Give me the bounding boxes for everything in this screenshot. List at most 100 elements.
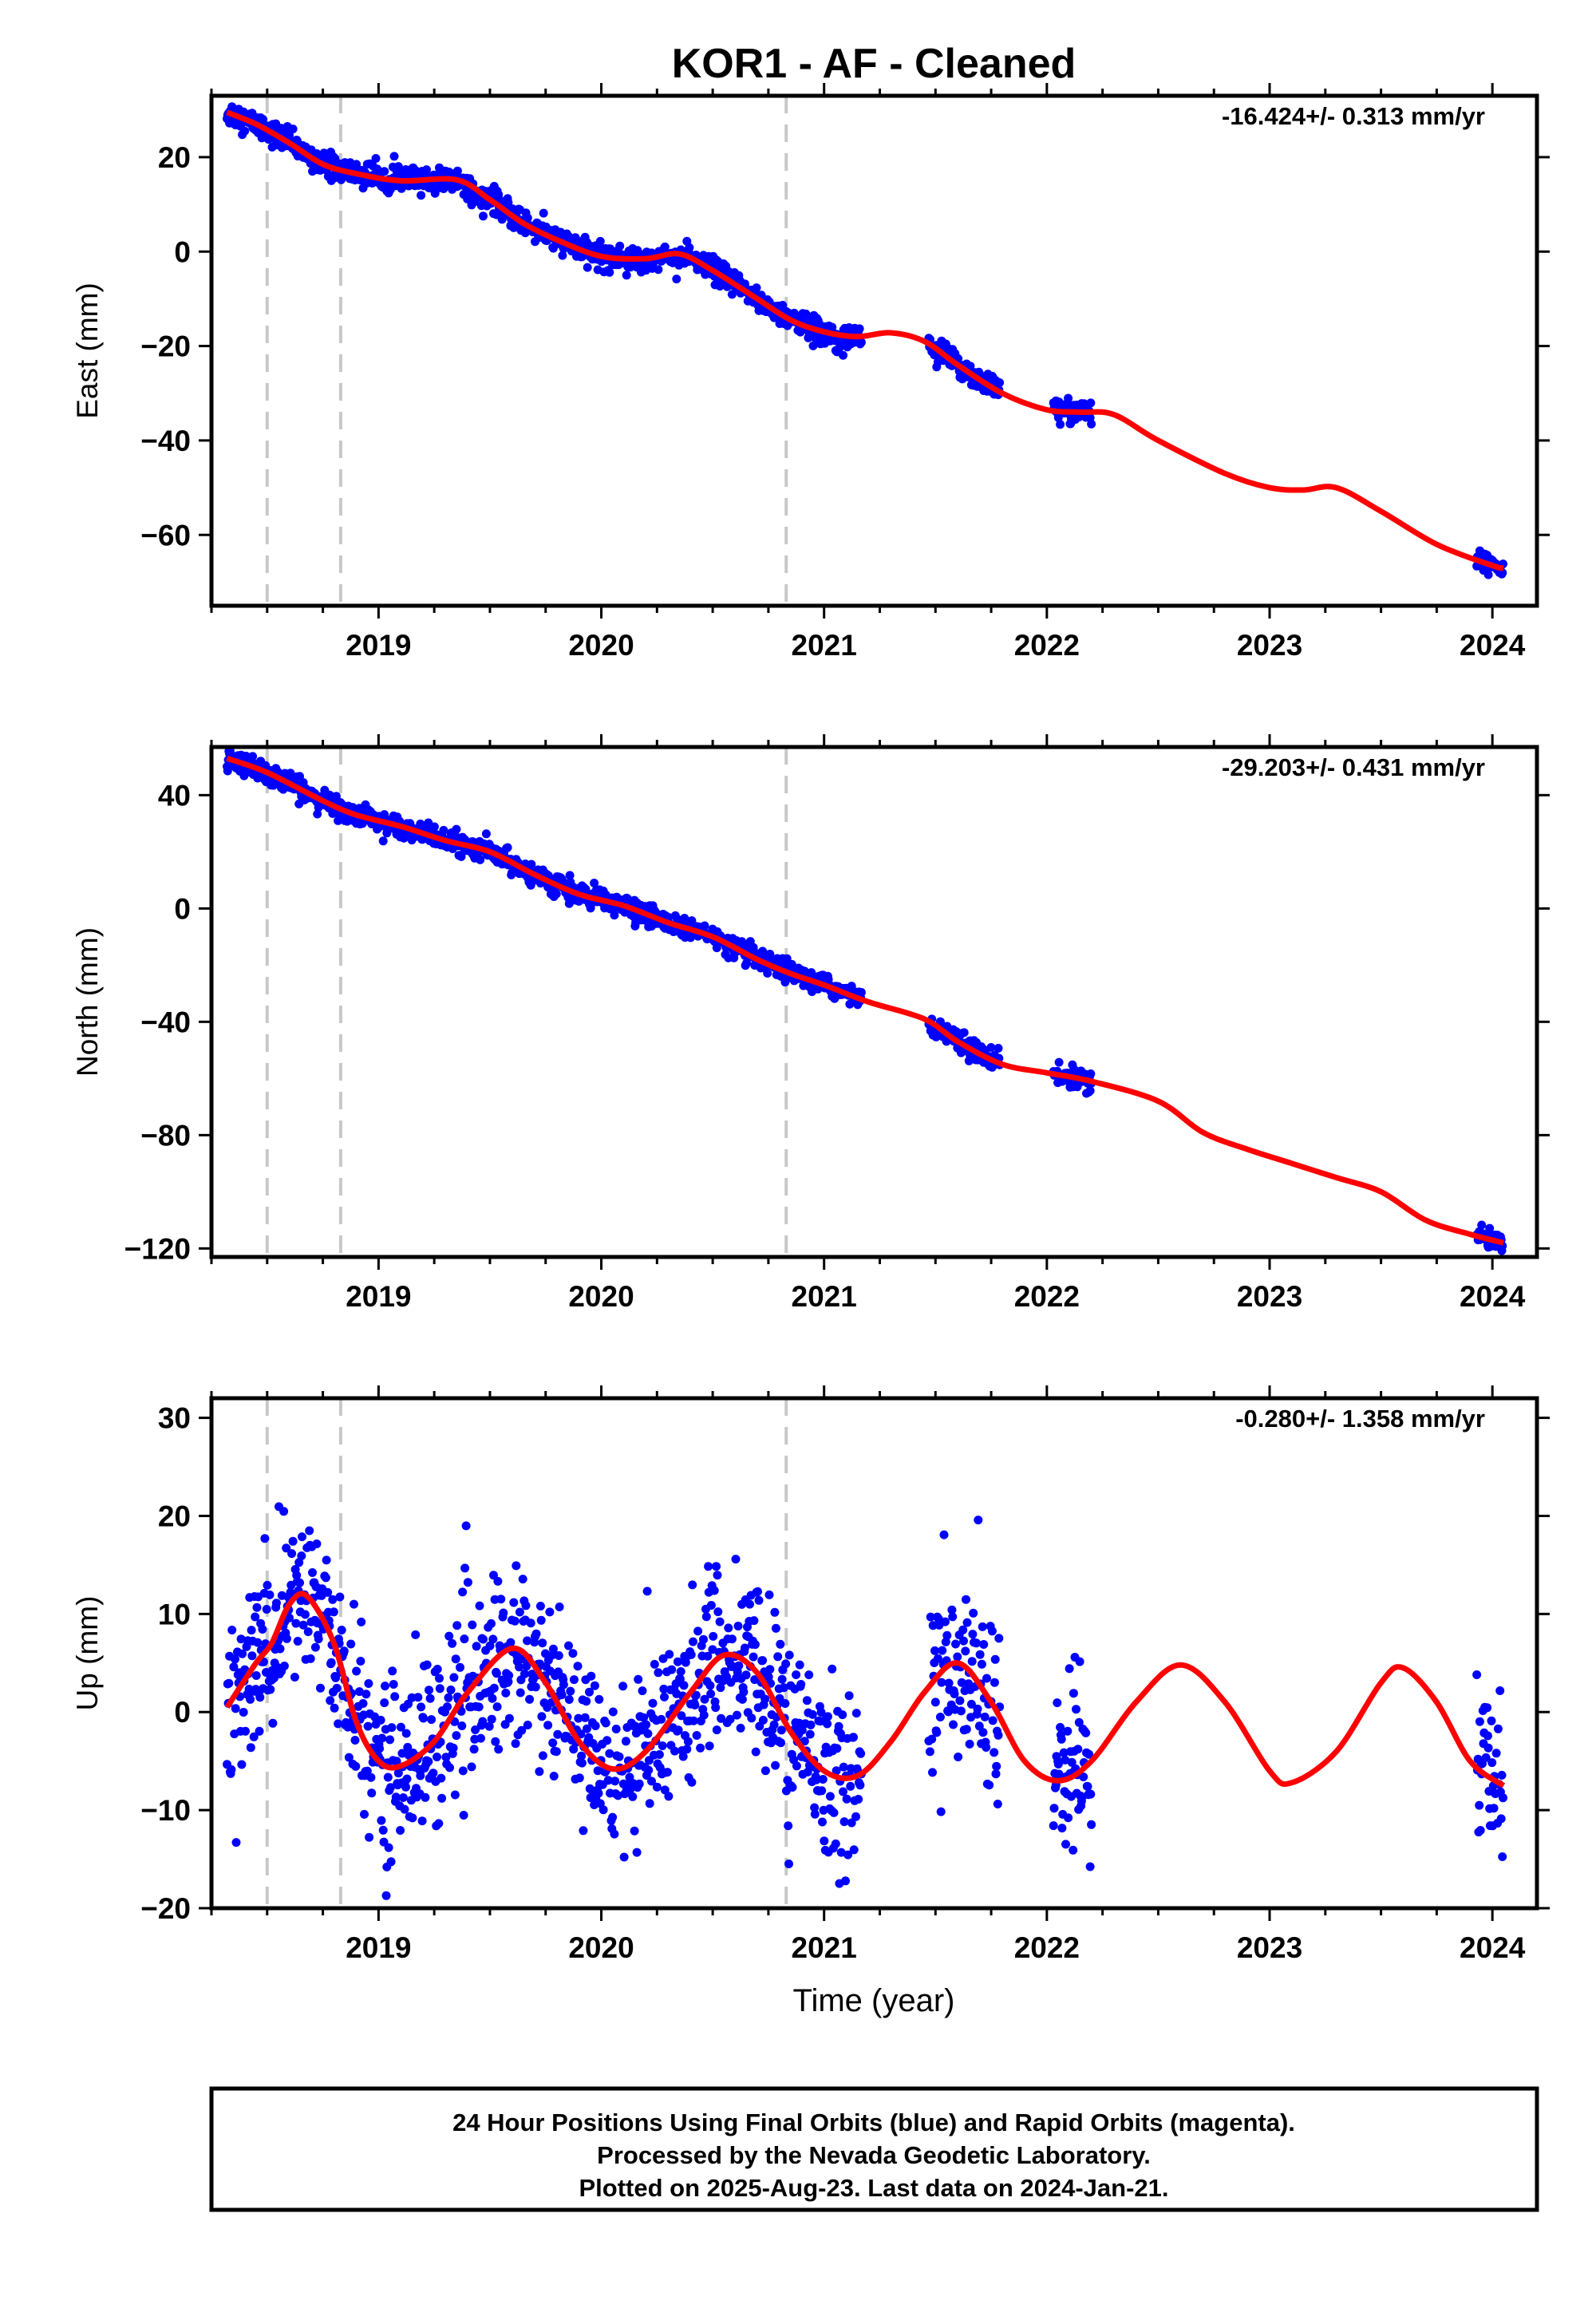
data-point [709, 1586, 719, 1595]
data-point [1087, 419, 1096, 429]
data-point [800, 1737, 809, 1746]
data-point [942, 1630, 952, 1640]
data-point [433, 1753, 441, 1761]
data-point [441, 1753, 451, 1762]
data-point [496, 1595, 506, 1604]
data-point [654, 1750, 664, 1759]
data-point [471, 1725, 480, 1734]
data-point [271, 1599, 281, 1608]
data-point [639, 1713, 649, 1722]
data-point [836, 1848, 846, 1857]
data-point [643, 1729, 653, 1738]
data-point [832, 1744, 842, 1753]
data-point [452, 824, 461, 834]
data-point [396, 1722, 405, 1732]
data-point [595, 236, 605, 246]
data-point [962, 1595, 970, 1604]
data-point [305, 1526, 314, 1535]
data-point [377, 1733, 387, 1743]
data-point [843, 1850, 853, 1860]
data-point [700, 921, 709, 931]
data-point [713, 1571, 722, 1580]
data-point [591, 1721, 600, 1730]
data-point [313, 809, 322, 819]
data-point [446, 1686, 456, 1694]
data-point [763, 969, 772, 978]
data-point [285, 1613, 294, 1622]
data-point [1085, 1086, 1095, 1096]
data-point [265, 1590, 275, 1599]
data-point [739, 1687, 749, 1697]
data-point [851, 1812, 860, 1821]
data-point [1475, 1717, 1484, 1726]
data-point [386, 1857, 396, 1867]
data-point [459, 1811, 468, 1820]
data-point [985, 1780, 994, 1790]
plot-frame [209, 745, 1539, 1259]
data-point [682, 1745, 692, 1754]
data-point [930, 1697, 940, 1707]
data-point [856, 988, 866, 997]
x-tick-label: 2021 [792, 1280, 857, 1313]
y-tick-label: 20 [158, 1500, 191, 1532]
data-point [448, 1743, 458, 1753]
data-points [223, 1502, 1507, 1900]
data-point [363, 1721, 373, 1731]
data-point [817, 1786, 827, 1796]
data-point [356, 1657, 365, 1666]
data-point [771, 1623, 780, 1633]
data-point [832, 1766, 841, 1776]
y-axis-label: East (mm) [71, 283, 104, 419]
data-point [460, 1634, 469, 1644]
data-point [737, 1694, 747, 1704]
data-point [925, 1747, 934, 1757]
data-point [703, 1651, 713, 1661]
data-point [742, 958, 752, 967]
data-point [378, 1825, 388, 1835]
data-point [408, 1813, 417, 1823]
data-point [310, 1642, 320, 1652]
data-point [339, 1646, 349, 1656]
data-point [595, 1694, 604, 1704]
data-point [818, 1817, 827, 1827]
y-tick-label: −60 [140, 519, 191, 551]
data-point [849, 1845, 859, 1855]
data-point [1495, 1686, 1505, 1695]
data-point [689, 1637, 697, 1646]
data-point [846, 1781, 855, 1791]
data-point [647, 1777, 656, 1786]
x-tick-label: 2022 [1014, 1280, 1080, 1313]
data-point [943, 1707, 953, 1717]
data-point [820, 1836, 829, 1846]
data-point [1476, 1826, 1485, 1835]
data-point [936, 1807, 946, 1816]
data-point [934, 1614, 943, 1623]
data-point [371, 154, 381, 163]
data-point [812, 1775, 821, 1784]
data-point [594, 1788, 603, 1798]
data-point [736, 1723, 745, 1733]
data-point [227, 1765, 236, 1774]
data-point [941, 1617, 950, 1626]
data-point [689, 1716, 698, 1725]
data-point [856, 1749, 866, 1758]
data-point [674, 1725, 683, 1735]
data-point [362, 1766, 372, 1776]
data-point [435, 1674, 444, 1683]
data-point [460, 1563, 470, 1573]
data-point [511, 1739, 520, 1749]
data-point [478, 1717, 488, 1726]
data-point [712, 1725, 721, 1735]
data-point [583, 263, 592, 272]
data-point [621, 1737, 630, 1746]
x-tick-label: 2020 [568, 629, 634, 662]
data-point [401, 1729, 411, 1738]
data-point [855, 324, 864, 334]
data-point [839, 1762, 848, 1772]
data-point [956, 1706, 966, 1716]
data-point [758, 1656, 768, 1666]
data-point [994, 1730, 1003, 1740]
data-point [749, 1652, 758, 1662]
data-point [1079, 1773, 1088, 1781]
data-point [255, 1693, 265, 1702]
